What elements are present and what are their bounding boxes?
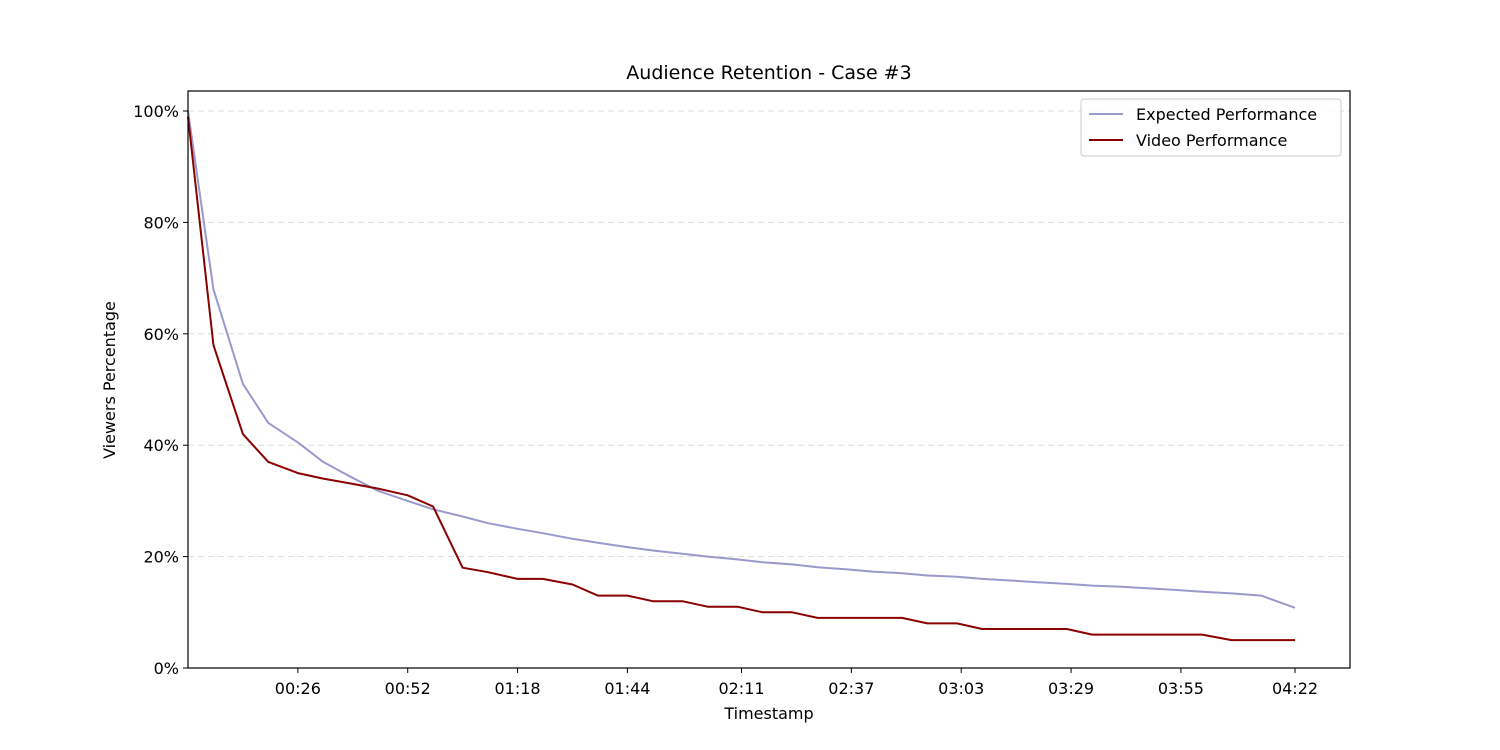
x-tick-label: 02:37 <box>828 679 874 698</box>
y-tick-label: 100% <box>133 102 179 121</box>
grid-lines <box>188 110 1350 558</box>
x-tick-label: 02:11 <box>718 679 764 698</box>
legend-box <box>1080 98 1342 157</box>
series-lines <box>187 110 1296 642</box>
y-axis-ticks: 0% 20% 40% 60% 80% 100% <box>133 102 188 678</box>
series-line-video <box>187 116 1295 642</box>
x-tick-label: 03:55 <box>1158 679 1204 698</box>
x-axis-title: Timestamp <box>723 704 813 723</box>
x-tick-label: 03:29 <box>1048 679 1094 698</box>
x-axis-ticks: 00:26 00:52 01:18 01:44 02:11 02:37 03:03 03:29… <box>275 668 1318 698</box>
y-tick-label: 80% <box>143 213 179 232</box>
y-tick-label: 60% <box>143 325 179 344</box>
x-tick-label: 04:22 <box>1272 679 1318 698</box>
x-tick-label: 03:03 <box>938 679 984 698</box>
legend-label-video: Video Performance <box>1136 131 1287 150</box>
x-tick-label: 00:52 <box>385 679 431 698</box>
y-tick-label: 40% <box>143 436 179 455</box>
series-line-expected <box>187 110 1296 609</box>
x-tick-label: 01:18 <box>495 679 541 698</box>
y-axis-title: Viewers Percentage <box>100 301 119 459</box>
x-tick-label: 00:26 <box>275 679 321 698</box>
legend-label-expected: Expected Performance <box>1136 105 1317 124</box>
y-tick-label: 0% <box>154 659 179 678</box>
y-tick-label: 20% <box>143 548 179 567</box>
x-tick-label: 01:44 <box>604 679 650 698</box>
legend: Expected Performance Video Performance <box>1080 98 1342 157</box>
chart-title: Audience Retention - Case #3 <box>626 62 911 84</box>
plot-area <box>187 90 1351 669</box>
